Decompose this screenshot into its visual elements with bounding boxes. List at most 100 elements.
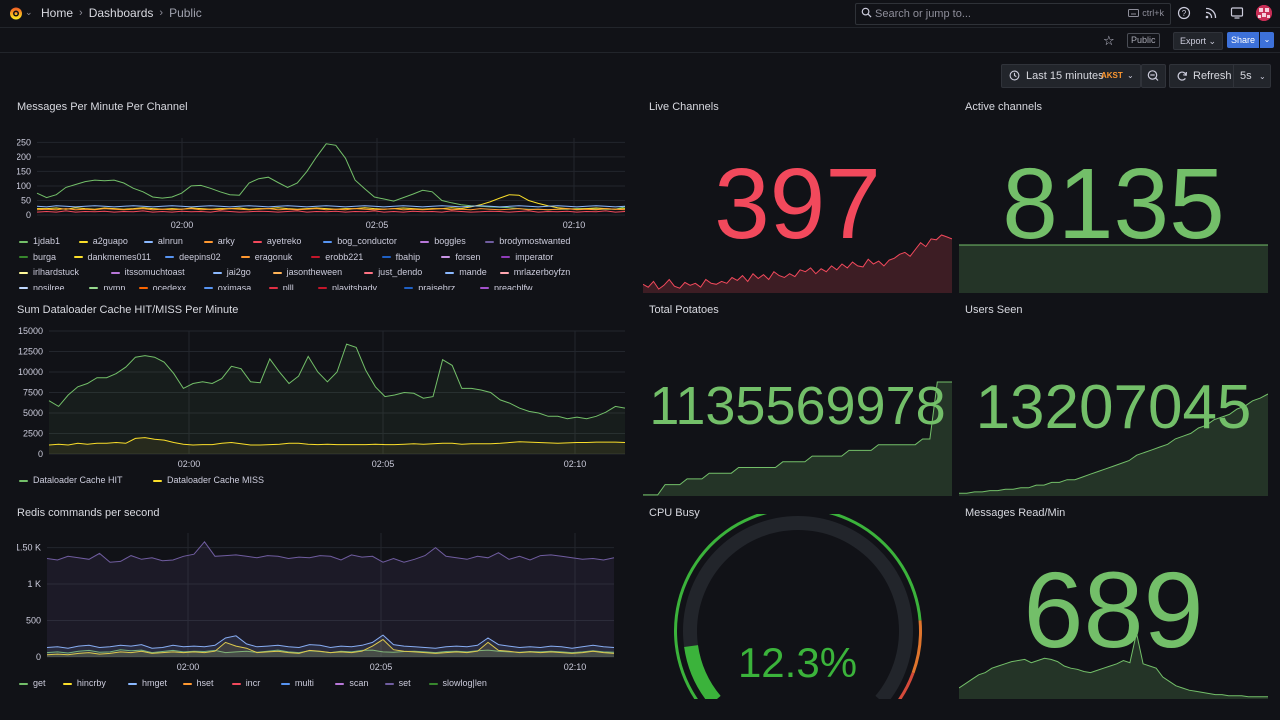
chevron-right-icon: › [159,7,164,19]
legend-item[interactable]: preachlfw [480,283,533,290]
legend-item[interactable]: bog_conductor [323,236,397,246]
time-range-picker[interactable]: Last 15 minutes AKST ⌄ [1001,64,1141,88]
legend-item[interactable]: forsen [441,252,480,262]
series-line[interactable] [48,437,626,446]
legend-item[interactable]: just_dendo [364,267,422,277]
series-line[interactable] [46,540,615,563]
series-line[interactable] [36,205,626,208]
share-dropdown-button[interactable]: ⌄ [1260,32,1274,48]
legend-label: nymn [103,282,126,291]
legend-item[interactable]: boggles [420,236,466,246]
x-tick-label: 02:05 [366,220,389,230]
series-line[interactable] [46,634,615,649]
redis-timeseries-chart[interactable]: 0 500 1 K 1.50 K 02:00 02:05 02:10 [17,527,629,692]
legend-item[interactable]: brodymostwanted [485,236,570,246]
legend-label: plll [282,282,294,291]
legend-item[interactable]: dankmemes011 [73,252,151,262]
legend-item[interactable]: nymn [89,282,126,291]
legend-color-swatch [203,287,213,290]
refresh-button[interactable]: Refresh [1169,64,1234,88]
messages-timeseries-chart[interactable]: 0 50 100 150 200 250 02:00 02:05 02:10 [17,131,629,265]
legend-item[interactable]: mande [445,267,487,277]
legend-label: hincrby [76,678,106,688]
legend-item[interactable]: arky [203,236,235,246]
chevron-down-icon[interactable]: ⌄ [25,7,33,17]
legend-item[interactable]: deepins02 [165,252,221,262]
user-avatar-icon [1256,5,1272,21]
legend-item[interactable]: hset [182,678,214,688]
svg-text:?: ? [1182,9,1187,18]
series-line[interactable] [36,208,626,211]
legend-item[interactable]: plll [268,282,294,291]
avatar[interactable] [1256,5,1272,21]
legend-item[interactable]: mrlazerboyfzn [499,267,570,277]
y-tick-label: 100 [17,181,31,191]
legend-item[interactable]: get [19,678,46,688]
export-button[interactable]: Export ⌄ [1173,32,1224,50]
panel-active-channels: Active channels 8135 [959,101,1268,293]
star-icon[interactable]: ☆ [1103,33,1115,48]
clock-icon [1009,70,1020,81]
legend-item[interactable]: imperator [501,252,553,262]
breadcrumb-home[interactable]: Home [41,6,74,20]
legend-item[interactable]: eragonuk [240,252,292,262]
export-label: Export [1180,36,1207,46]
legend-item[interactable]: a2guapo [78,236,128,246]
legend-label: playitshady [332,282,378,291]
series-line[interactable] [36,143,626,211]
grafana-logo-icon[interactable] [8,5,24,21]
legend-color-swatch [19,287,28,290]
legend-label: slowlog|len [442,678,487,688]
legend-item[interactable]: irlhardstuck [19,267,79,277]
panel-title: Messages Per Minute Per Channel [17,101,188,113]
dataloader-timeseries-chart[interactable]: 0 2500 5000 7500 10000 12500 15000 02:00 02:05 02… [17,324,629,490]
refresh-interval-picker[interactable]: 5s ⌄ [1233,64,1271,88]
time-range-label: Last 15 minutes [1026,70,1104,82]
breadcrumb-dashboards[interactable]: Dashboards [88,6,154,20]
legend-item[interactable]: incr [231,678,260,688]
legend-item[interactable]: playitshady [318,282,378,291]
legend-item[interactable]: ayetreko [252,236,302,246]
legend-item[interactable]: oximasa [203,282,252,291]
legend-item[interactable]: erobb221 [311,252,363,262]
rss-feed-icon[interactable] [1204,6,1218,20]
help-icon[interactable]: ? [1177,6,1191,20]
search-input[interactable]: Search or jump to... ctrl+k [855,3,1171,25]
legend-item[interactable]: nosilree [19,283,65,290]
series-line[interactable] [48,343,626,420]
legend-item[interactable]: hmget [128,678,167,688]
legend-item[interactable]: Dataloader Cache MISS [153,475,264,485]
legend-color-swatch [428,682,438,685]
legend-item[interactable]: multi [280,678,314,688]
refresh-label: Refresh [1193,70,1232,82]
legend-item[interactable]: burga [19,252,56,262]
legend-item[interactable]: slowlog|len [428,678,487,688]
legend-label: jasontheween [286,267,343,277]
legend-item[interactable]: scan [335,678,368,688]
legend-item[interactable]: alnrun [143,236,183,246]
y-tick-label: 500 [26,616,41,626]
legend-item[interactable]: ocedexx [138,283,186,290]
gauge-threshold-red [897,672,915,699]
zoom-out-button[interactable] [1141,64,1166,88]
legend-item[interactable]: set [384,678,411,688]
legend-item[interactable]: Dataloader Cache HIT [19,475,123,485]
legend-item[interactable]: hincrby [62,678,106,688]
legend-label: ayetreko [266,236,302,246]
legend-item[interactable]: jasontheween [272,267,343,277]
legend-item[interactable]: praisebrz [404,283,455,290]
kiosk-mode-icon[interactable] [1230,6,1244,20]
total-potatoes-value: 1135569978 [649,376,946,436]
series-line[interactable] [36,210,626,213]
sparkline-area [643,235,952,293]
legend-item[interactable]: fbahip [381,252,420,262]
legend-item[interactable]: itssomuchtoast [110,267,185,277]
share-button[interactable]: Share [1227,32,1259,48]
legend-color-swatch [480,287,489,290]
legend-label: forsen [455,251,481,262]
legend-item[interactable]: jai2go [212,267,251,277]
legend-item[interactable]: 1jdab1 [19,236,60,246]
series-line[interactable] [46,638,615,656]
legend-label: oximasa [217,282,252,291]
series-line[interactable] [37,194,626,210]
